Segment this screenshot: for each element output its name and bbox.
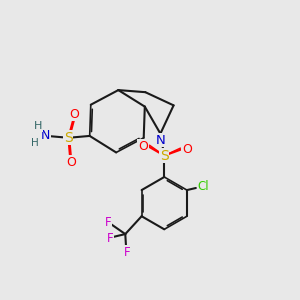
Text: O: O <box>182 143 192 156</box>
Text: N: N <box>155 134 165 147</box>
Text: N: N <box>41 129 50 142</box>
Text: Cl: Cl <box>197 180 209 193</box>
Text: O: O <box>67 156 76 169</box>
Text: O: O <box>70 107 80 121</box>
Text: F: F <box>123 246 130 259</box>
Text: O: O <box>138 140 148 153</box>
Text: F: F <box>105 216 111 229</box>
Text: S: S <box>160 148 169 163</box>
Text: F: F <box>107 232 114 245</box>
Text: H: H <box>31 138 38 148</box>
Text: S: S <box>64 131 73 145</box>
Text: H: H <box>34 122 42 131</box>
